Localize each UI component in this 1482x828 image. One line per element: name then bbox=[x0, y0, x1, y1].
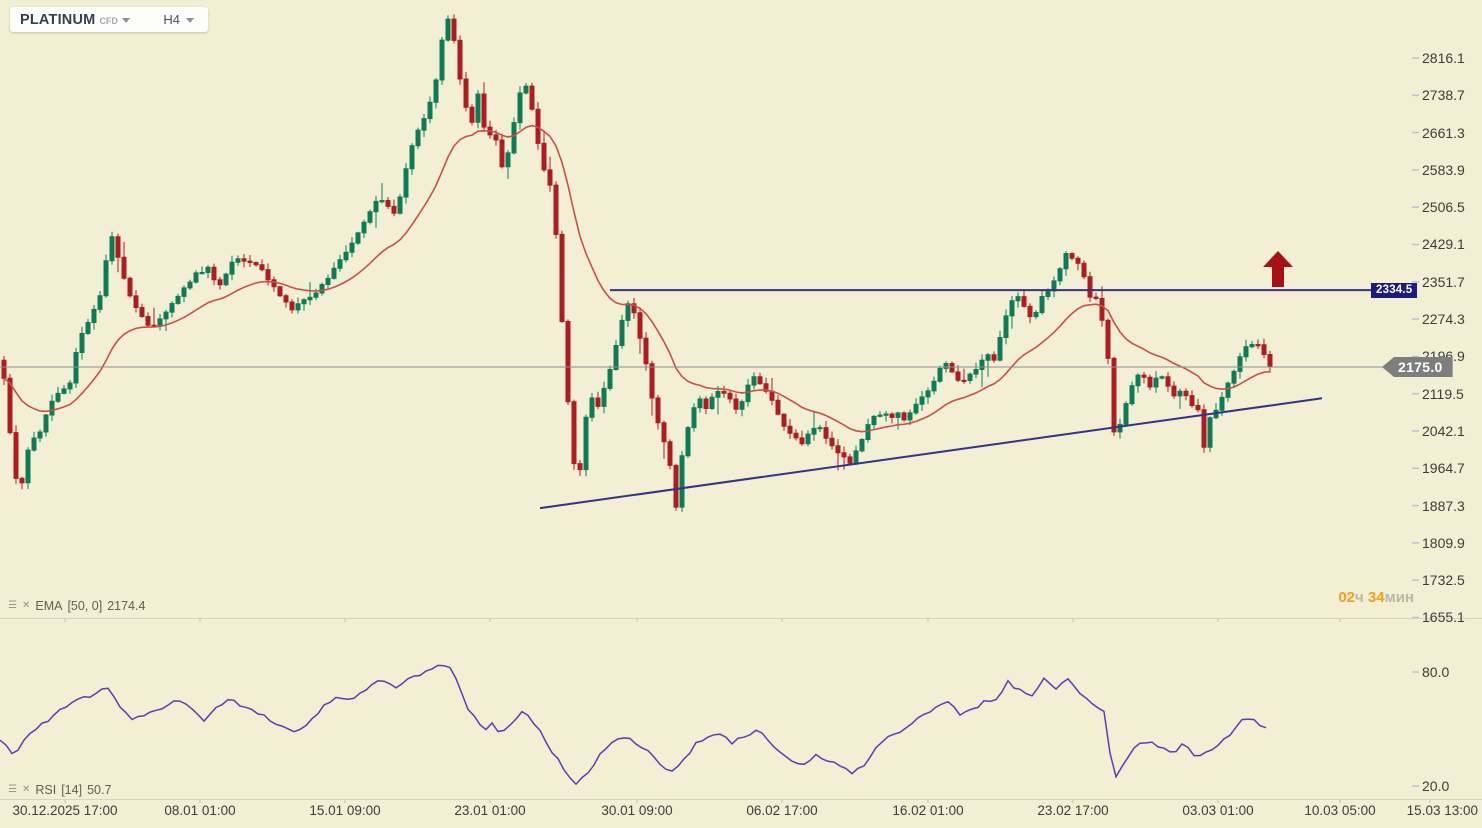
timeframe-selector[interactable]: H4 bbox=[159, 10, 198, 29]
current-price-badge: 2175.0 bbox=[1382, 357, 1453, 377]
rsi-line bbox=[0, 664, 1267, 786]
level-price-badge: 2334.5 bbox=[1371, 283, 1418, 298]
rsi-label: RSI bbox=[35, 783, 57, 797]
support-trendline[interactable] bbox=[539, 397, 1323, 510]
ema-value: 2174.4 bbox=[107, 599, 146, 613]
main-pane[interactable] bbox=[0, 0, 1372, 618]
indicator-close-icon[interactable]: ✕ bbox=[21, 784, 31, 795]
up-arrow-icon bbox=[1263, 251, 1293, 287]
ema-indicator-row: ☰ ✕ EMA [50, 0] 2174.4 bbox=[8, 599, 145, 613]
chevron-down-icon bbox=[186, 18, 194, 23]
ema-params: [50, 0] bbox=[67, 599, 103, 613]
timer-hours: 02 bbox=[1338, 589, 1356, 606]
ema-label: EMA bbox=[35, 599, 63, 613]
timeframe-label: H4 bbox=[163, 12, 180, 27]
instrument-selector[interactable]: PLATINUM CFD bbox=[20, 12, 130, 28]
timer-hours-unit: ч bbox=[1355, 589, 1364, 606]
instrument-type-label: CFD bbox=[99, 15, 118, 26]
up-candle-bodies bbox=[25, 18, 1255, 508]
indicator-close-icon[interactable]: ✕ bbox=[21, 600, 31, 611]
candle-countdown-timer: 02ч 34мин bbox=[1300, 589, 1414, 606]
instrument-name: PLATINUM bbox=[20, 11, 96, 28]
timer-minutes-unit: мин bbox=[1384, 589, 1414, 606]
rsi-pane[interactable] bbox=[0, 619, 1372, 799]
ema-line bbox=[3, 124, 1271, 433]
rsi-value: 50.7 bbox=[87, 783, 112, 797]
up-arrow-annotation[interactable] bbox=[1263, 251, 1293, 292]
rsi-indicator-row: ☰ ✕ RSI [14] 50.7 bbox=[8, 783, 111, 797]
chart-header-widget: PLATINUM CFD H4 bbox=[10, 7, 208, 32]
indicator-settings-icon[interactable]: ☰ bbox=[8, 784, 17, 795]
rsi-params: [14] bbox=[61, 783, 83, 797]
timer-minutes: 34 bbox=[1367, 589, 1385, 606]
indicator-settings-icon[interactable]: ☰ bbox=[8, 600, 17, 611]
chevron-down-icon bbox=[121, 18, 130, 23]
